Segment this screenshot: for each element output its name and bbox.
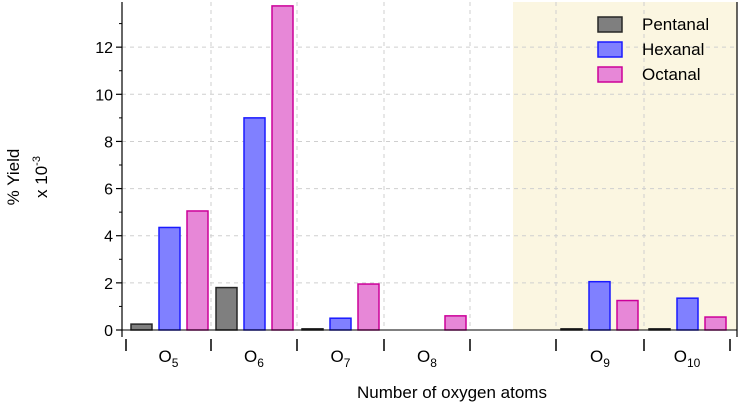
y-tick-label: 10	[95, 87, 113, 104]
y-tick-label: 8	[104, 134, 113, 151]
legend-label-pentanal: Pentanal	[642, 15, 709, 34]
bar-hexanal-o7	[329, 317, 352, 331]
y-tick-label: 6	[104, 182, 113, 199]
bar-octanal-o10	[704, 316, 727, 331]
x-tick-label: O6	[244, 347, 264, 370]
bar-octanal-o7	[357, 283, 380, 331]
x-tick-label: O5	[159, 347, 179, 370]
y-tick-label: 2	[104, 276, 113, 293]
legend-label-hexanal: Hexanal	[642, 40, 704, 59]
bar-octanal-o8	[444, 315, 467, 331]
legend: Pentanal Hexanal Octanal	[597, 15, 709, 84]
y-axis-unit-exponent: -3	[31, 156, 43, 166]
x-axis-label: Number of oxygen atoms	[357, 383, 547, 402]
y-ticks: 0 2 4 6 8 10 12	[95, 23, 122, 340]
y-axis-label: % Yield	[4, 149, 23, 206]
bars	[130, 5, 727, 331]
y-axis-unit-base: x 10	[32, 166, 51, 198]
bar-octanal-o5	[186, 210, 209, 331]
bar-hexanal-o6	[243, 117, 266, 331]
bar-pentanal-o6	[215, 286, 238, 331]
x-ticks: O5 O6 O7 O8 O9 O10	[125, 339, 731, 370]
bar-hexanal-o10	[676, 297, 699, 331]
bar-hexanal-o5	[158, 226, 181, 331]
grid-lines	[122, 2, 737, 330]
y-tick-label: 4	[104, 229, 113, 246]
highlight-region	[513, 2, 737, 330]
plot-frame	[121, 2, 738, 337]
bar-octanal-o6	[271, 5, 294, 331]
legend-swatch-octanal	[597, 66, 623, 83]
legend-swatch-pentanal	[597, 16, 623, 33]
x-tick-label: O8	[417, 347, 437, 370]
y-axis-unit: x 10-3	[31, 156, 51, 198]
legend-label-octanal: Octanal	[642, 65, 701, 84]
x-tick-label: O9	[590, 347, 610, 370]
legend-swatch-hexanal	[597, 41, 623, 58]
y-tick-label: 12	[95, 40, 113, 57]
x-tick-label: O7	[331, 347, 351, 370]
x-tick-label: O10	[674, 347, 701, 370]
y-tick-label: 0	[104, 323, 113, 340]
bar-pentanal-o5	[130, 323, 153, 331]
bar-octanal-o9	[616, 299, 639, 331]
bar-hexanal-o9	[588, 280, 611, 331]
